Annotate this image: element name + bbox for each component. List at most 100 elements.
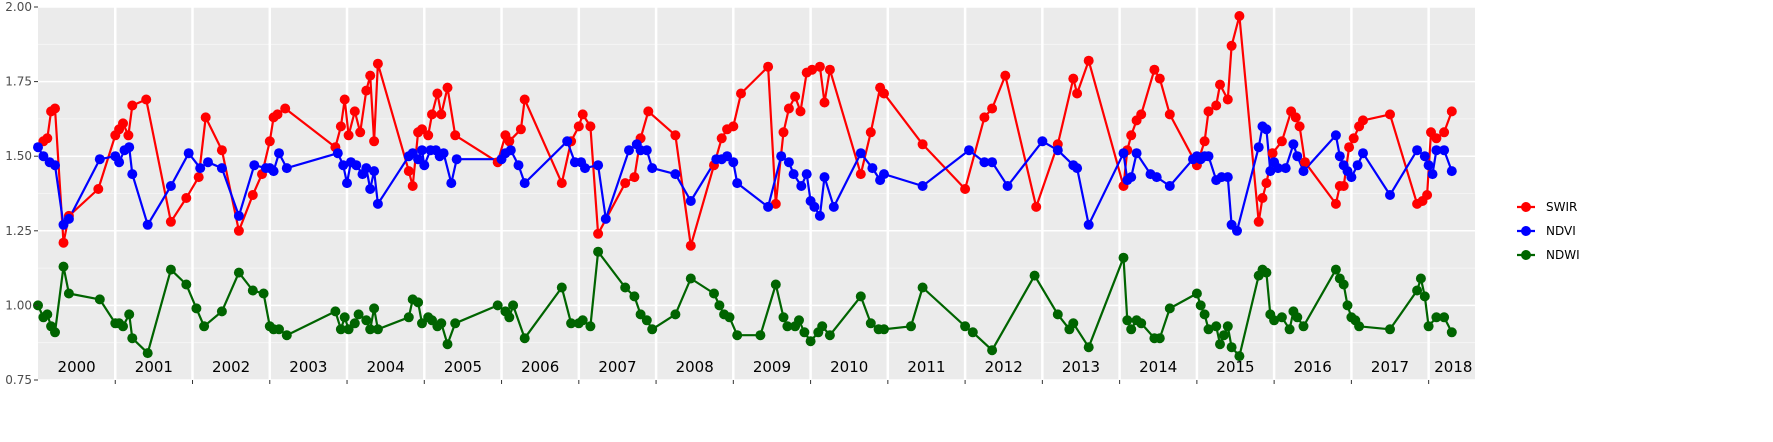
data-point-ndvi [1072, 163, 1083, 174]
data-point-ndvi [783, 157, 794, 168]
data-point-ndvi [600, 213, 611, 224]
data-point-ndvi [1126, 172, 1137, 183]
year-label: 2013 [1062, 358, 1100, 376]
data-point-swir [200, 112, 211, 123]
data-point-swir [807, 64, 818, 75]
data-point-ndvi [50, 160, 60, 171]
data-point-ndwi [417, 318, 427, 329]
data-point-ndvi [216, 163, 227, 174]
data-point-swir [556, 178, 567, 189]
data-point-ndvi [338, 160, 349, 171]
year-label: 2007 [598, 358, 636, 376]
data-point-ndwi [1354, 321, 1365, 332]
data-point-swir [1222, 94, 1233, 105]
data-point-swir [165, 216, 176, 227]
data-point-swir [427, 109, 437, 120]
data-point-ndvi [1037, 136, 1048, 147]
data-point-ndwi [369, 303, 380, 314]
data-point-ndwi [1338, 279, 1349, 290]
data-point-ndwi [879, 324, 889, 335]
data-point-ndwi [1385, 324, 1395, 335]
data-point-ndvi [438, 148, 449, 159]
data-point-ndwi [1068, 318, 1079, 329]
y-axis: 0.75 1.00 1.25 1.50 1.75 2.00 [5, 0, 38, 387]
data-point-ndvi [249, 160, 260, 171]
data-point-swir [1000, 70, 1011, 81]
data-point-ndvi [788, 169, 799, 180]
data-point-ndvi [1431, 145, 1442, 156]
year-label: 2009 [753, 358, 791, 376]
year-label: 2017 [1371, 358, 1409, 376]
data-point-ndwi [1218, 330, 1229, 341]
data-point-swir [960, 184, 971, 194]
data-point-ndvi [351, 160, 362, 171]
data-point-ndwi [817, 321, 828, 332]
data-point-ndwi [709, 288, 719, 299]
data-point-swir [216, 145, 227, 156]
data-point-ndwi [42, 309, 53, 320]
data-point-ndvi [964, 145, 974, 156]
data-point-ndvi [1423, 160, 1434, 171]
data-point-ndwi [181, 279, 192, 290]
data-point-swir [335, 121, 346, 132]
data-point-ndwi [353, 309, 364, 320]
data-point-ndwi [967, 327, 978, 338]
data-point-ndwi [794, 315, 804, 326]
data-point-ndvi [1352, 160, 1363, 171]
data-point-ndvi [1419, 151, 1430, 162]
year-label: 2011 [907, 358, 945, 376]
year-label: 2010 [830, 358, 868, 376]
data-point-ndvi [1385, 190, 1395, 200]
data-point-swir [407, 181, 418, 191]
data-point-swir [118, 118, 128, 129]
data-point-ndwi [1284, 324, 1295, 335]
data-point-ndwi [566, 318, 577, 329]
data-point-ndwi [274, 324, 284, 335]
data-point-ndwi [1164, 303, 1175, 314]
data-point-ndvi [451, 154, 462, 165]
data-point-ndvi [332, 148, 343, 159]
data-point-ndvi [114, 157, 125, 168]
year-label: 2018 [1434, 358, 1472, 376]
data-point-ndvi [127, 169, 138, 180]
year-label: 2008 [676, 358, 714, 376]
legend-key-point [1521, 226, 1531, 236]
data-point-ndwi [770, 279, 781, 290]
data-point-ndwi [413, 297, 424, 308]
data-point-swir [1422, 190, 1433, 200]
data-point-swir [355, 127, 366, 138]
data-point-ndvi [1203, 151, 1214, 162]
data-point-ndwi [94, 294, 105, 305]
data-point-ndwi [1234, 351, 1245, 362]
year-label: 2000 [58, 358, 96, 376]
data-point-ndwi [281, 330, 292, 341]
data-point-ndwi [436, 318, 447, 329]
data-point-ndvi [369, 166, 380, 177]
data-point-ndwi [629, 291, 640, 302]
data-point-ndvi [1164, 181, 1175, 191]
data-point-swir [620, 178, 631, 189]
data-point-ndvi [1439, 145, 1450, 156]
data-point-ndwi [216, 306, 227, 317]
data-point-ndwi [865, 318, 876, 329]
data-point-swir [423, 130, 434, 141]
data-point-swir [1072, 88, 1083, 99]
legend-label-ndvi: NDVI [1546, 224, 1576, 238]
data-point-swir [93, 184, 104, 194]
data-point-ndvi [879, 169, 889, 180]
data-point-swir [42, 133, 53, 144]
data-point-swir [879, 88, 889, 99]
data-point-swir [442, 82, 453, 93]
data-point-ndwi [1226, 342, 1237, 353]
data-point-ndwi [1154, 333, 1165, 344]
data-point-ndvi [1298, 166, 1309, 177]
y-tick-label: 2.00 [5, 0, 32, 14]
year-label: 2016 [1294, 358, 1332, 376]
data-point-ndvi [732, 178, 743, 189]
legend-key-point [1521, 202, 1531, 212]
y-tick-label: 1.50 [5, 149, 32, 163]
data-point-swir [1211, 100, 1222, 111]
data-point-ndvi [1358, 148, 1368, 159]
data-point-ndwi [339, 312, 350, 323]
data-point-ndwi [685, 273, 696, 284]
